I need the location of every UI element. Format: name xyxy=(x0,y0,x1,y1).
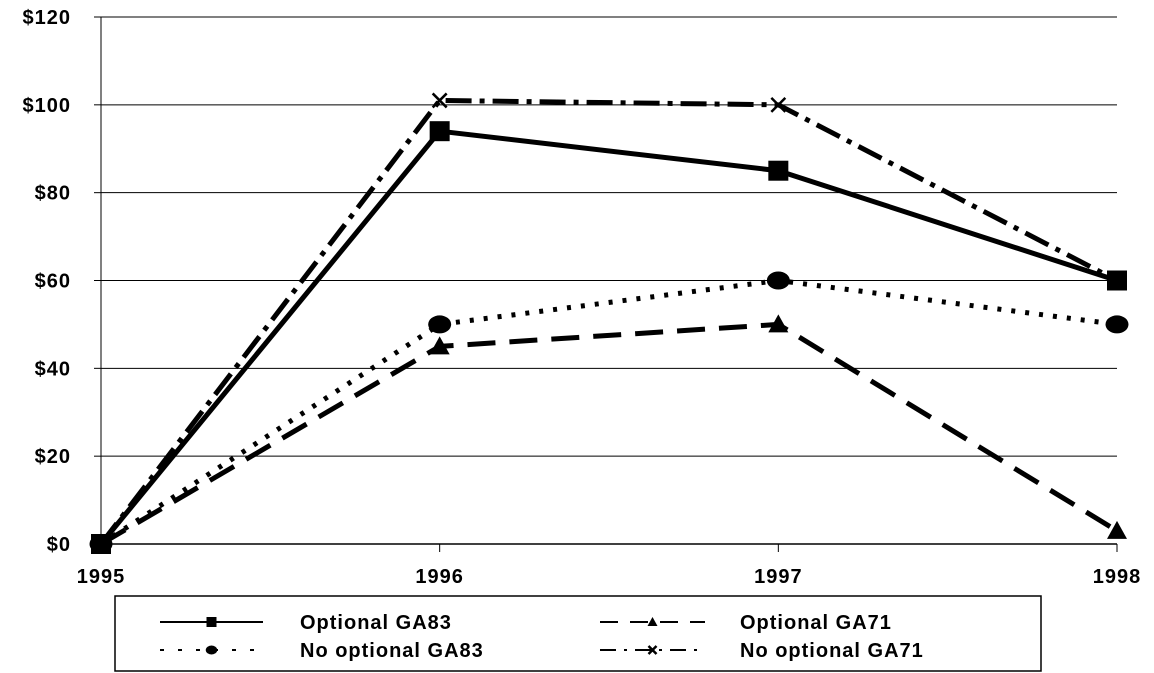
x-tick-label: 1996 xyxy=(415,566,464,588)
y-tick-label: $100 xyxy=(23,95,72,117)
series-line xyxy=(99,97,1119,546)
y-tick-label: $120 xyxy=(23,7,72,29)
legend-marker xyxy=(206,617,217,627)
series-no-optional-ga71 xyxy=(93,92,1125,552)
legend-item: Optional GA83 xyxy=(160,612,452,634)
data-point xyxy=(1105,315,1129,334)
legend-box xyxy=(114,595,1042,672)
legend-label: No optional GA71 xyxy=(740,640,924,662)
series-line xyxy=(99,321,1119,547)
legend-label: Optional GA71 xyxy=(740,612,892,634)
y-tick-label: $0 xyxy=(47,534,71,556)
legend-item: No optional GA83 xyxy=(160,640,484,662)
legend: Optional GA83 Optional GA71 No optional GA… xyxy=(114,595,1042,672)
x-tick-label: 1997 xyxy=(754,566,803,588)
data-point xyxy=(428,315,452,334)
legend-marker xyxy=(647,645,658,655)
data-point xyxy=(431,92,448,109)
series-line xyxy=(99,278,1118,547)
data-point xyxy=(93,536,109,552)
data-point xyxy=(770,96,787,113)
legend-label: No optional GA83 xyxy=(300,640,484,662)
y-tick-label: $20 xyxy=(35,446,71,468)
series-group xyxy=(89,92,1129,554)
legend-item: Optional GA71 xyxy=(600,612,892,634)
legend-marker xyxy=(205,645,218,655)
data-point xyxy=(1107,520,1127,539)
data-point xyxy=(1109,272,1125,289)
series-line xyxy=(99,128,1118,546)
data-point xyxy=(768,160,789,181)
y-tick-label: $80 xyxy=(35,183,71,205)
data-point xyxy=(768,314,789,333)
data-point xyxy=(429,121,450,142)
tick-labels: $0 $20 $40 $60 $80 $100 $120 1995 1996 1997 1998 xyxy=(23,7,1142,588)
x-tick-label: 1998 xyxy=(1093,566,1142,588)
gridlines xyxy=(101,16,1117,457)
x-tick-label: 1995 xyxy=(77,566,126,588)
y-tick-label: $40 xyxy=(35,358,71,380)
axes xyxy=(94,16,1118,552)
data-point xyxy=(766,271,790,290)
legend-item: No optional GA71 xyxy=(600,640,924,662)
y-tick-label: $60 xyxy=(35,271,71,293)
legend-label: Optional GA83 xyxy=(300,612,452,634)
legend-marker xyxy=(647,617,658,626)
series-no-optional-ga83 xyxy=(89,271,1129,553)
data-point xyxy=(429,336,450,355)
